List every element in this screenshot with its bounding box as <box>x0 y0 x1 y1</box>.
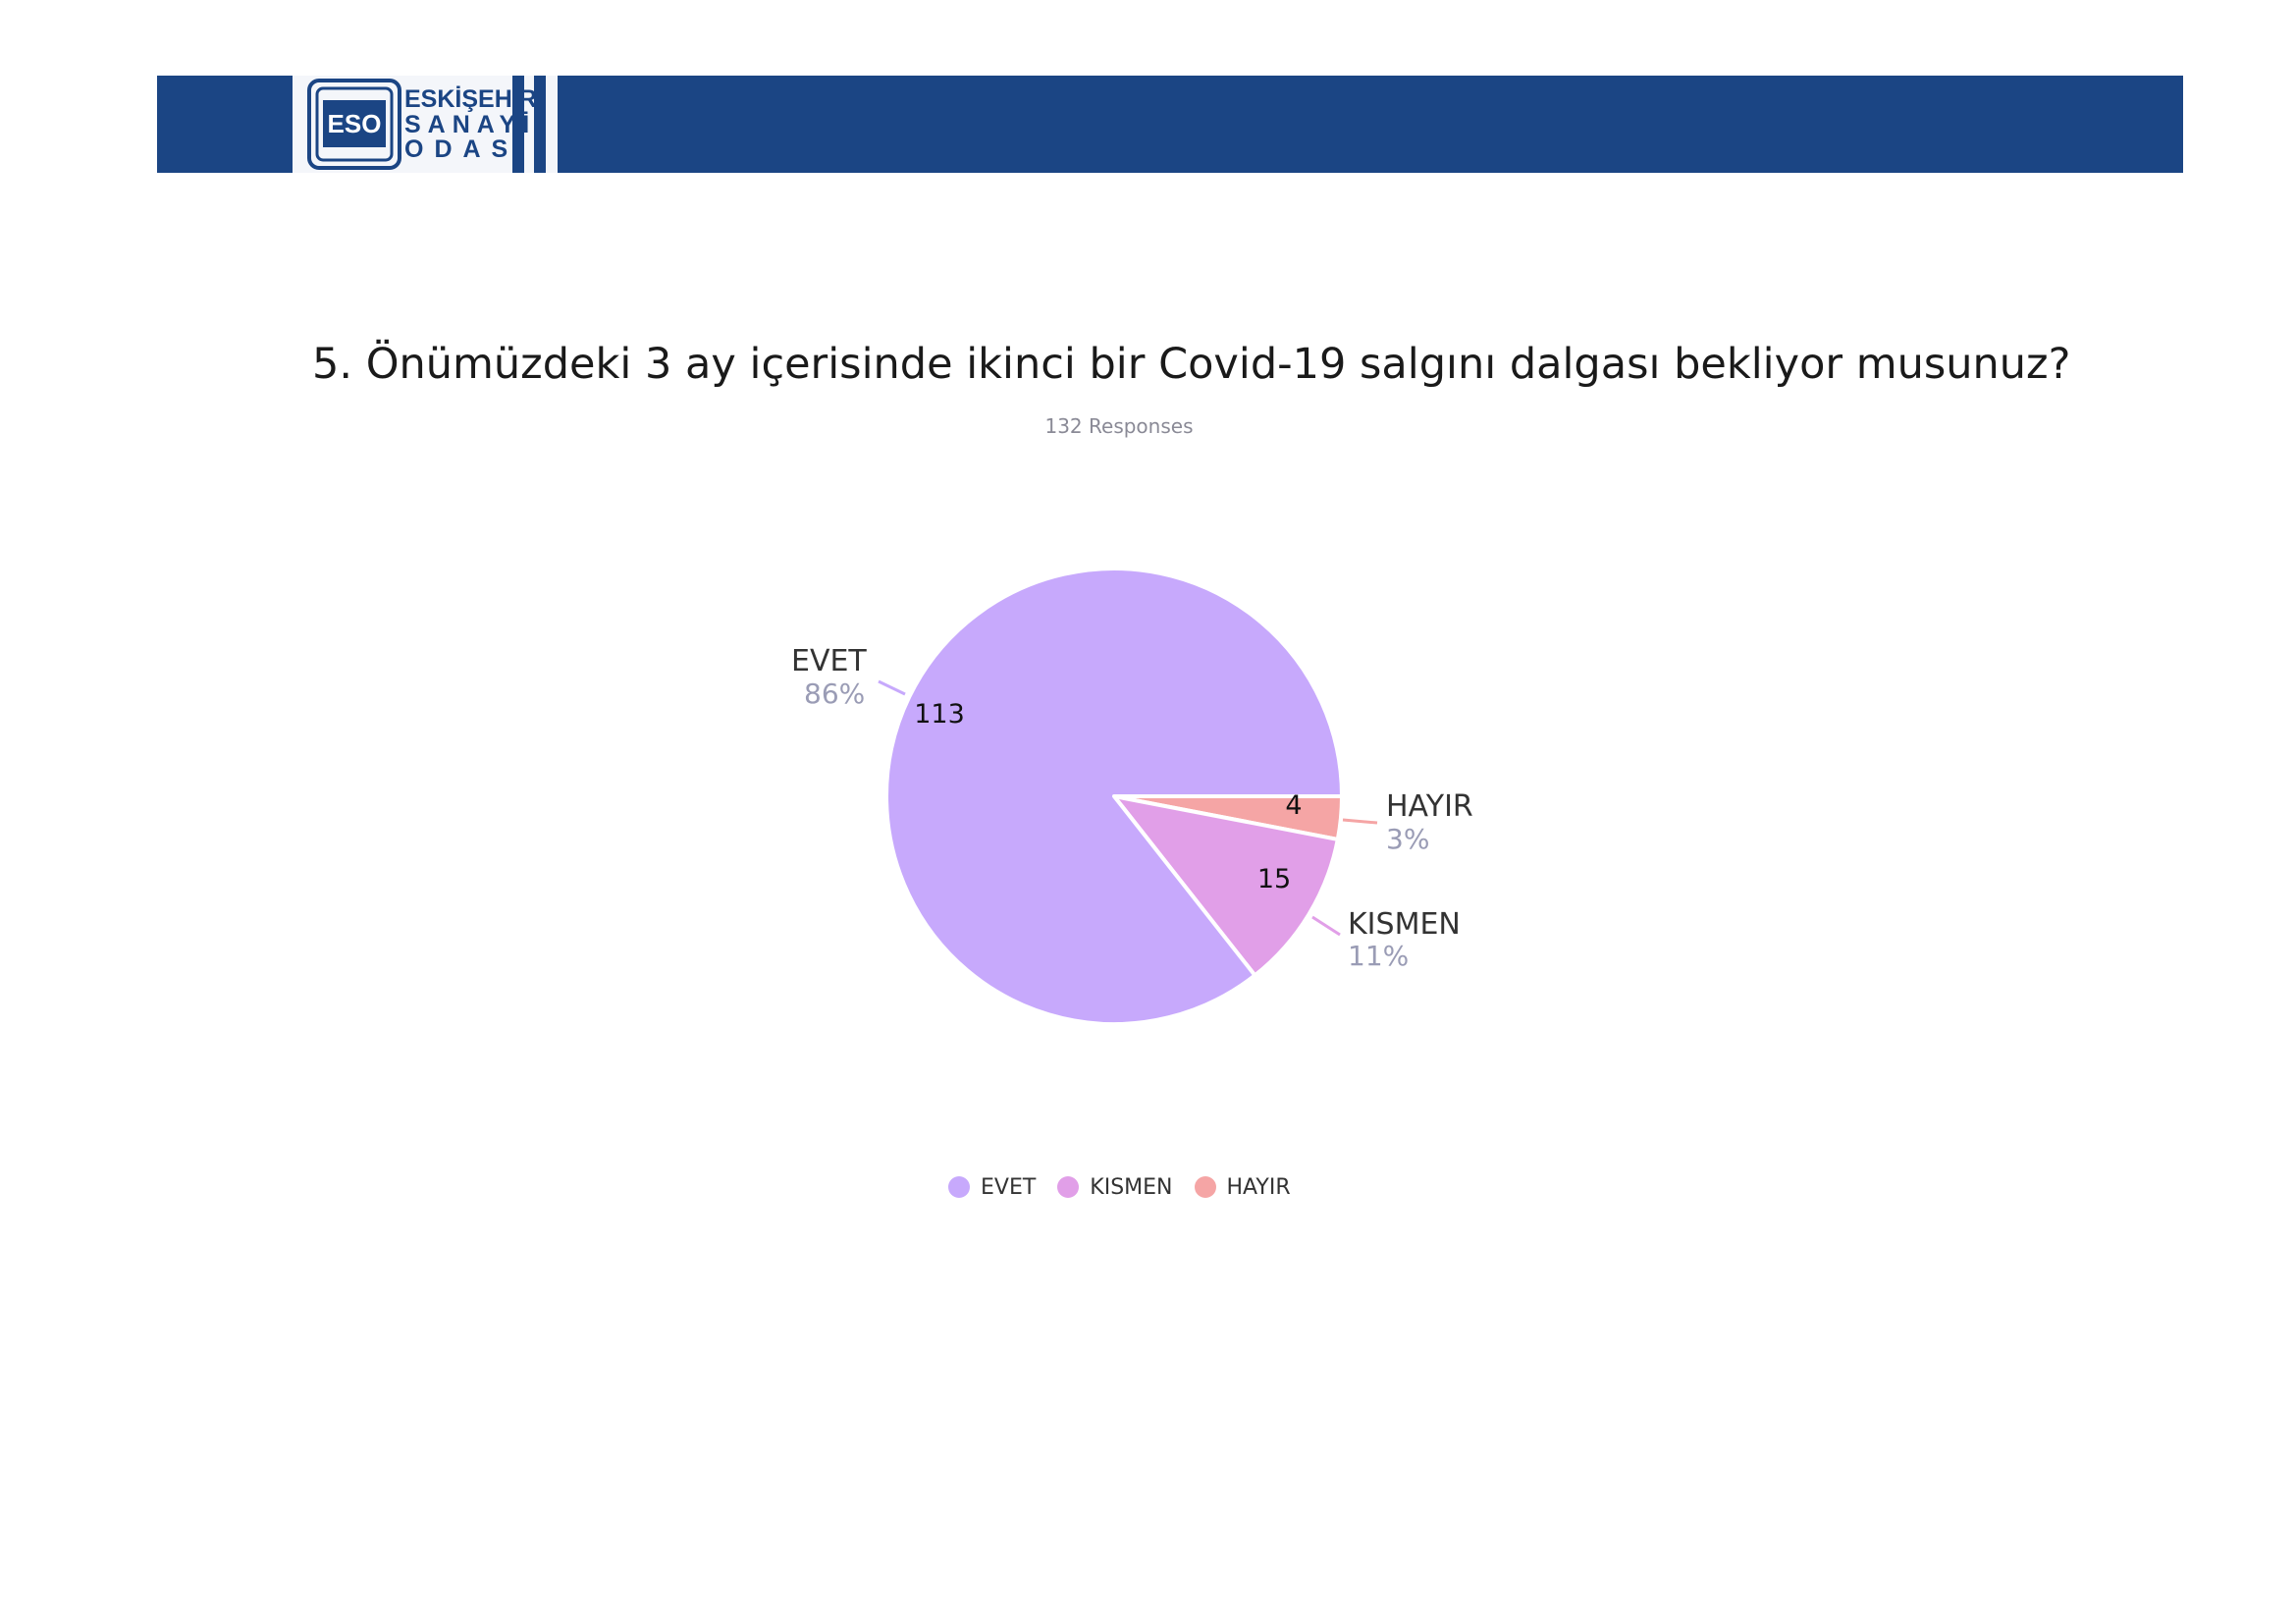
slice-label-hayir: HAYIR <box>1386 789 1473 824</box>
legend-item-evet: EVET <box>948 1175 1036 1200</box>
legend-swatch <box>1194 1176 1216 1198</box>
legend-item-kismen: KISMEN <box>1057 1174 1173 1200</box>
header-bar-left <box>157 76 293 173</box>
legend-item-hayir: HAYIR <box>1194 1174 1291 1200</box>
slice-label-evet: EVET <box>791 644 867 678</box>
legend-label: HAYIR <box>1226 1174 1291 1200</box>
logo-line-2: SANAYİ <box>404 111 537 138</box>
slice-percent-evet: 86% <box>804 677 865 710</box>
eso-logo: ESO ESKİŞEHİR SANAYİ ODASI <box>293 76 558 173</box>
leader-line-evet <box>878 679 906 696</box>
legend-label: KISMEN <box>1090 1174 1173 1200</box>
slice-value-hayir: 4 <box>1285 790 1302 821</box>
legend-swatch <box>1057 1176 1080 1198</box>
slice-percent-kismen: 11% <box>1348 940 1409 972</box>
header-bar-right <box>558 76 2183 173</box>
slice-percent-hayir: 3% <box>1386 823 1429 855</box>
pie-slice-kismen <box>1112 794 1340 978</box>
chart-subtitle: 132 Responses <box>1044 414 1194 438</box>
eso-emblem-icon: ESO <box>307 79 401 170</box>
emblem-text: ESO <box>328 109 382 138</box>
logo-stripe <box>512 76 524 173</box>
slice-label-kismen: KISMEN <box>1348 907 1461 942</box>
chart-title: 5. Önümüzdeki 3 ay içerisinde ikinci bir… <box>312 340 2071 389</box>
legend-label: EVET <box>981 1174 1037 1200</box>
logo-line-3: ODASI <box>404 135 537 163</box>
chart-legend: EVET KISMEN HAYIR <box>948 1172 1312 1202</box>
logo-stripe <box>534 76 546 173</box>
header-bar: ESO ESKİŞEHİR SANAYİ ODASI <box>157 76 2183 173</box>
slice-value-kismen: 15 <box>1257 864 1291 894</box>
leader-line-kismen <box>1311 915 1341 937</box>
slice-value-evet: 113 <box>914 699 965 730</box>
pie-slice-evet <box>884 567 1344 1026</box>
legend-swatch <box>948 1176 970 1198</box>
leader-line-hayir <box>1342 818 1378 825</box>
